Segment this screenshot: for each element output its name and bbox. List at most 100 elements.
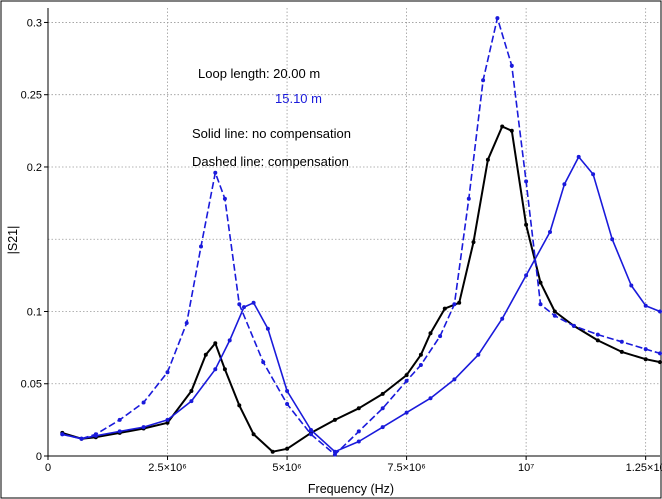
data-point xyxy=(538,302,543,307)
data-point xyxy=(184,321,189,325)
data-point xyxy=(524,273,529,278)
y-tick-label: 0.25 xyxy=(21,90,42,102)
data-point xyxy=(619,339,624,344)
data-point xyxy=(309,428,313,432)
data-point xyxy=(495,16,500,21)
data-point xyxy=(356,439,361,444)
x-tick-label: 10⁷ xyxy=(518,462,534,474)
data-point xyxy=(571,323,576,328)
data-point xyxy=(285,389,290,393)
data-point xyxy=(261,360,266,365)
data-point xyxy=(471,240,476,245)
data-point xyxy=(629,283,634,288)
y-tick-label: 0 xyxy=(36,451,42,463)
data-point xyxy=(595,338,600,343)
data-point xyxy=(380,391,385,396)
data-point xyxy=(452,302,457,307)
data-point xyxy=(237,403,242,408)
annotation-dashed-line: Dashed line: compensation xyxy=(192,154,349,169)
x-tick-label: 5×10⁶ xyxy=(272,462,301,474)
data-point xyxy=(552,309,557,314)
data-point xyxy=(595,332,600,337)
x-tick-label: 0 xyxy=(45,462,51,474)
data-point xyxy=(332,417,337,422)
data-point xyxy=(141,400,146,405)
data-point xyxy=(165,417,170,422)
data-point xyxy=(610,237,615,242)
data-point xyxy=(476,352,481,357)
data-point xyxy=(60,432,65,437)
data-point xyxy=(404,378,409,383)
data-point xyxy=(591,172,596,177)
data-point xyxy=(643,303,648,308)
data-point xyxy=(438,334,443,339)
data-point xyxy=(658,309,662,314)
data-point xyxy=(165,370,170,375)
data-point xyxy=(466,196,471,201)
data-point xyxy=(548,230,552,234)
data-point xyxy=(452,377,457,382)
data-point xyxy=(485,157,490,162)
data-point xyxy=(93,433,98,438)
data-point xyxy=(203,352,208,357)
data-point xyxy=(380,425,385,430)
data-point xyxy=(251,300,256,305)
data-point xyxy=(285,446,290,451)
data-point xyxy=(418,363,423,367)
data-point xyxy=(265,326,270,331)
data-point xyxy=(404,373,409,378)
data-point xyxy=(213,341,218,346)
y-tick-label: 0.3 xyxy=(27,17,42,29)
data-point xyxy=(242,305,246,310)
data-point xyxy=(251,432,256,437)
data-point xyxy=(500,316,505,321)
x-axis-label: Frequency (Hz) xyxy=(308,482,394,496)
data-point xyxy=(189,399,194,404)
data-point xyxy=(165,420,170,425)
gridlines xyxy=(48,8,660,456)
annotation-loop-length: Loop length: 20.00 m xyxy=(198,66,320,81)
data-point xyxy=(442,306,447,311)
data-point xyxy=(356,429,361,434)
data-point xyxy=(643,357,648,362)
data-point xyxy=(79,436,84,441)
x-tick-label: 7.5×10⁶ xyxy=(387,462,425,474)
data-point xyxy=(538,280,543,285)
data-point xyxy=(380,406,385,411)
y-tick-label: 0.05 xyxy=(21,379,42,391)
data-point xyxy=(552,313,557,318)
data-point xyxy=(481,78,486,83)
data-point xyxy=(562,182,567,187)
data-point xyxy=(222,196,227,201)
data-point xyxy=(509,128,514,133)
data-point xyxy=(285,402,290,406)
y-tick-labels: 0 0.05 0.1 0.2 0.25 0.3 xyxy=(21,17,42,463)
annotation-loop-length-alt: 15.10 m xyxy=(275,91,322,106)
data-point xyxy=(524,179,529,184)
data-point xyxy=(309,432,313,437)
x-tick-label: 2.5×10⁶ xyxy=(148,462,186,474)
data-point xyxy=(404,410,409,415)
series-lines xyxy=(60,16,662,457)
y-tick-label: 0.2 xyxy=(27,162,42,174)
data-point xyxy=(117,417,122,422)
data-point xyxy=(189,389,194,393)
data-point xyxy=(418,352,423,357)
data-point xyxy=(457,300,462,305)
y-axis-label: |S21| xyxy=(6,226,20,255)
data-point xyxy=(222,367,227,372)
data-point xyxy=(332,449,337,454)
x-tick-labels: 0 2.5×10⁶ 5×10⁶ 7.5×10⁶ 10⁷ 1.25×10 xyxy=(45,462,662,474)
data-point xyxy=(213,367,218,372)
annotation-solid-line: Solid line: no compensation xyxy=(192,126,351,141)
data-point xyxy=(117,429,122,434)
data-point xyxy=(213,170,218,175)
axes xyxy=(44,8,660,460)
data-point xyxy=(658,360,662,365)
x-tick-label: 1.25×10 xyxy=(626,462,662,474)
data-point xyxy=(237,302,242,307)
data-point xyxy=(270,449,275,454)
data-point xyxy=(643,347,648,352)
